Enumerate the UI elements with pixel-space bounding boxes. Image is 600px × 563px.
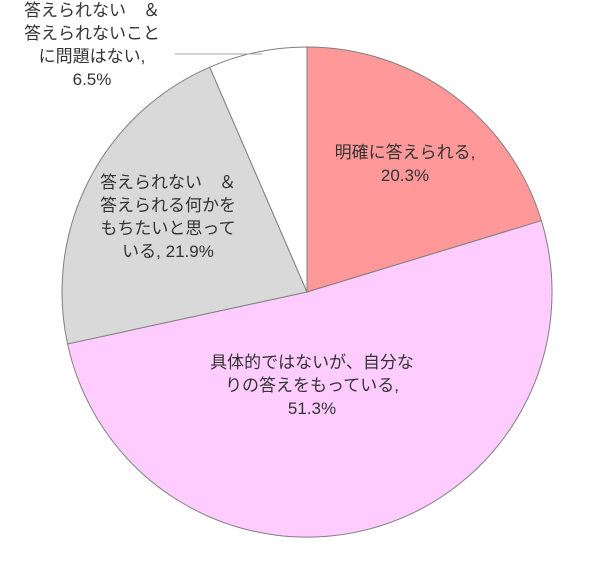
slice-labels: 明確に答えられる, 20.3% 具体的ではないが、自分なりの答えをもっている, 51.…	[24, 1, 475, 418]
pie-slice-3	[61, 66, 308, 345]
slice-label-4: 答えられない ＆ 答えられないことに問題はない, 6.5%	[24, 1, 160, 89]
slice-label-4-line-4: 6.5%	[73, 70, 112, 89]
pie-slice-1	[306, 46, 543, 293]
slice-label-2-line-2: りの答えをもっている,	[225, 376, 399, 395]
slice-label-2: 具体的ではないが、自分なりの答えをもっている, 51.3%	[210, 353, 414, 418]
slice-label-3: 答えられない ＆ 答えられる何かをもちたいと思っている, 21.9%	[100, 173, 236, 261]
slice-label-2-line-1: 具体的ではないが、自分な	[210, 353, 414, 372]
slice-label-3-line-2: 答えられる何かを	[100, 196, 236, 215]
pie-slice-2	[66, 220, 553, 538]
slice-label-1: 明確に答えられる, 20.3%	[335, 143, 476, 185]
slice-label-3-line-4: いる, 21.9%	[122, 242, 214, 261]
slice-label-2-line-3: 51.3%	[288, 399, 336, 418]
slice-label-4-line-2: 答えられないこと	[24, 24, 160, 43]
slice-label-3-line-3: もちたいと思って	[100, 219, 235, 238]
slice-label-4-line-3: に問題はない,	[39, 47, 146, 66]
pie-slices	[61, 46, 553, 538]
pie-slice-4	[209, 46, 308, 293]
slice-label-1-line-1: 明確に答えられる,	[335, 143, 476, 162]
slice-label-3-line-1: 答えられない ＆	[100, 173, 236, 192]
slice-label-4-line-1: 答えられない ＆	[24, 1, 160, 20]
slice-label-1-line-2: 20.3%	[381, 166, 429, 185]
